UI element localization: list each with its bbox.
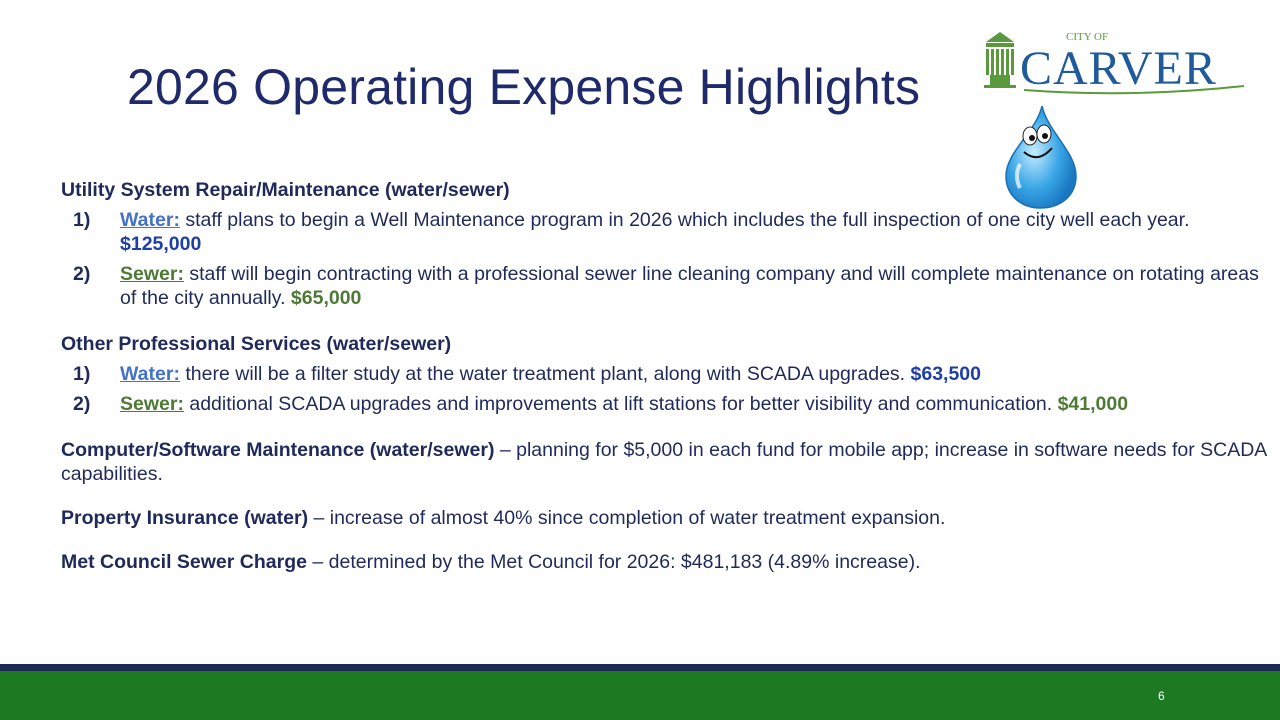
paragraph-heading: Met Council Sewer Charge bbox=[61, 551, 307, 573]
list-item: 1) Water: staff plans to begin a Well Ma… bbox=[61, 208, 1271, 256]
slide-body: Utility System Repair/Maintenance (water… bbox=[61, 178, 1271, 574]
footer-navy-bar bbox=[0, 664, 1280, 671]
footer-green-bar bbox=[0, 671, 1280, 720]
list-item: 2) Sewer: additional SCADA upgrades and … bbox=[61, 392, 1271, 416]
paragraph-text: – increase of almost 40% since completio… bbox=[308, 507, 946, 529]
paragraph: Met Council Sewer Charge – determined by… bbox=[61, 550, 1271, 574]
paragraph: Computer/Software Maintenance (water/sew… bbox=[61, 438, 1271, 486]
section-heading: Utility System Repair/Maintenance (water… bbox=[61, 179, 510, 201]
water-drop-face-icon bbox=[1005, 105, 1077, 209]
page-number: 6 bbox=[1158, 689, 1165, 703]
item-text: staff will begin contracting with a prof… bbox=[120, 263, 1259, 309]
item-number: 1) bbox=[73, 363, 91, 385]
sewer-label: Sewer: bbox=[120, 393, 184, 415]
item-number: 1) bbox=[73, 209, 91, 231]
item-text: staff plans to begin a Well Maintenance … bbox=[179, 209, 1190, 231]
logo-small-text: CITY OF bbox=[1066, 31, 1108, 43]
list-item: 2) Sewer: staff will begin contracting w… bbox=[61, 262, 1271, 310]
paragraph: Property Insurance (water) – increase of… bbox=[61, 506, 1271, 530]
paragraph-heading: Computer/Software Maintenance (water/sew… bbox=[61, 439, 495, 461]
paragraph-text: – determined by the Met Council for 2026… bbox=[306, 551, 921, 573]
slide-title: 2026 Operating Expense Highlights bbox=[127, 59, 921, 115]
water-label: Water: bbox=[120, 209, 180, 231]
section-heading: Other Professional Services (water/sewer… bbox=[61, 333, 452, 355]
city-of-carver-logo: CITY OF CARVER bbox=[984, 31, 1245, 95]
item-text: additional SCADA upgrades and improvemen… bbox=[183, 393, 1058, 415]
list-item: 1) Water: there will be a filter study a… bbox=[61, 362, 1271, 386]
item-number: 2) bbox=[73, 393, 91, 415]
logo-name: CARVER bbox=[1020, 42, 1217, 95]
water-label: Water: bbox=[120, 363, 180, 385]
item-amount: $63,500 bbox=[910, 363, 982, 385]
sewer-label: Sewer: bbox=[120, 263, 184, 285]
item-number: 2) bbox=[73, 263, 91, 285]
item-amount: $125,000 bbox=[120, 233, 202, 255]
item-amount: $41,000 bbox=[1057, 393, 1129, 415]
item-text: there will be a filter study at the wate… bbox=[179, 363, 911, 385]
paragraph-text: – planning for $5,000 in each fund for m… bbox=[61, 439, 1267, 485]
water-tower-icon bbox=[984, 32, 1016, 88]
paragraph-heading: Property Insurance (water) bbox=[61, 507, 309, 529]
item-amount: $65,000 bbox=[290, 287, 362, 309]
